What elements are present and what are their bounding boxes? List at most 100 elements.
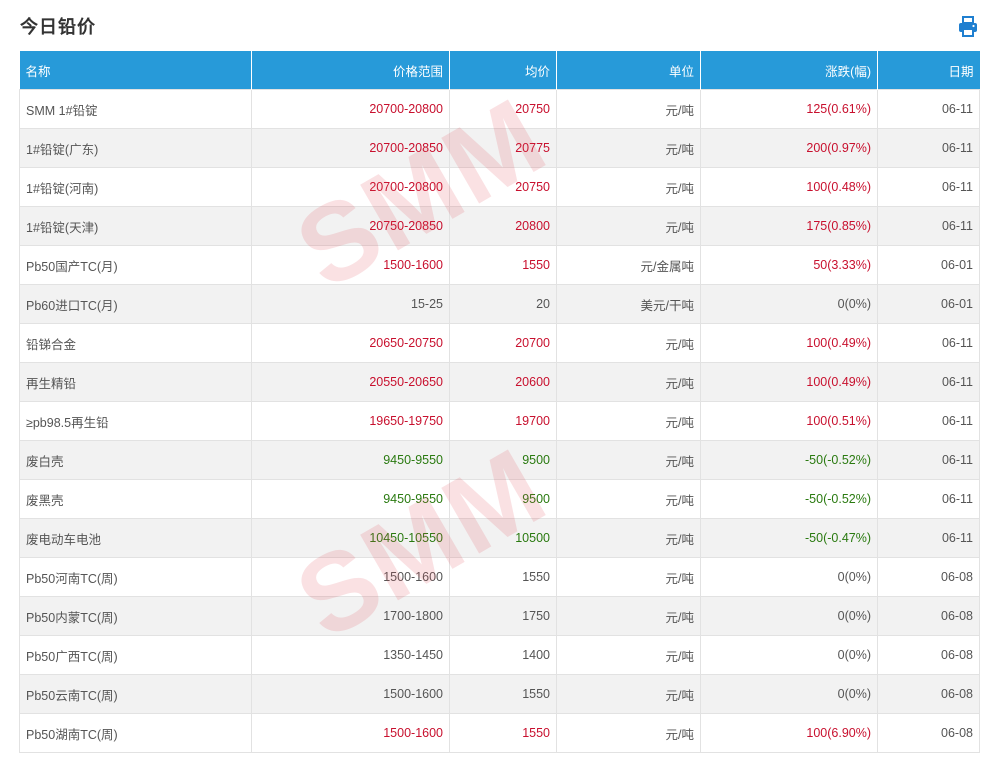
cell-unit: 元/吨 [556, 713, 701, 753]
cell-date: 06-08 [877, 674, 980, 714]
cell-average-price: 1550 [449, 713, 557, 753]
cell-date: 06-11 [877, 518, 980, 558]
cell-price-range: 20700-20800 [251, 167, 450, 207]
cell-change: 0(0%) [700, 635, 878, 675]
cell-name: Pb50国产TC(月) [19, 245, 252, 285]
cell-price-range: 9450-9550 [251, 479, 450, 519]
cell-date: 06-08 [877, 596, 980, 636]
cell-name: Pb60进口TC(月) [19, 284, 252, 324]
table-header: 名称 价格范围 均价 单位 涨跌(幅) 日期 [19, 51, 980, 90]
cell-date: 06-11 [877, 206, 980, 246]
cell-name: 1#铅锭(河南) [19, 167, 252, 207]
cell-price-range: 20550-20650 [251, 362, 450, 402]
table-row: 1#铅锭(河南) 20700-20800 20750 元/吨 100(0.48%) 06-… [19, 167, 980, 207]
cell-date: 06-11 [877, 89, 980, 129]
cell-price-range: 1500-1600 [251, 713, 450, 753]
table-row: 铅锑合金 20650-20750 20700 元/吨 100(0.49%) 06-11 [19, 323, 980, 363]
cell-change: 50(3.33%) [700, 245, 878, 285]
cell-date: 06-11 [877, 479, 980, 519]
cell-average-price: 1550 [449, 245, 557, 285]
cell-unit: 元/吨 [556, 89, 701, 129]
cell-name: 废黑壳 [19, 479, 252, 519]
cell-change: 100(0.51%) [700, 401, 878, 441]
cell-price-range: 1350-1450 [251, 635, 450, 675]
cell-change: 100(6.90%) [700, 713, 878, 753]
cell-unit: 元/吨 [556, 635, 701, 675]
cell-price-range: 1500-1600 [251, 245, 450, 285]
table-row: 1#铅锭(天津) 20750-20850 20800 元/吨 175(0.85%) 06-… [19, 206, 980, 246]
cell-date: 06-11 [877, 401, 980, 441]
cell-name: Pb50内蒙TC(周) [19, 596, 252, 636]
table-row: 废白壳 9450-9550 9500 元/吨 -50(-0.52%) 06-11 [19, 440, 980, 480]
col-header-name: 名称 [19, 51, 252, 90]
cell-unit: 元/吨 [556, 518, 701, 558]
cell-name: Pb50湖南TC(周) [19, 713, 252, 753]
cell-unit: 元/吨 [556, 440, 701, 480]
cell-change: -50(-0.52%) [700, 479, 878, 519]
lead-price-table: 名称 价格范围 均价 单位 涨跌(幅) 日期 SMM 1#铅锭 20700-208… [19, 51, 980, 753]
cell-unit: 元/吨 [556, 479, 701, 519]
cell-name: Pb50广西TC(周) [19, 635, 252, 675]
table-body: SMM 1#铅锭 20700-20800 20750 元/吨 125(0.61%) 06-… [19, 89, 980, 753]
cell-date: 06-11 [877, 440, 980, 480]
cell-average-price: 9500 [449, 479, 557, 519]
cell-price-range: 1700-1800 [251, 596, 450, 636]
cell-price-range: 19650-19750 [251, 401, 450, 441]
cell-date: 06-01 [877, 284, 980, 324]
page-header: 今日铅价 [20, 14, 980, 42]
cell-date: 06-11 [877, 323, 980, 363]
cell-date: 06-08 [877, 635, 980, 675]
printer-icon[interactable] [958, 16, 978, 38]
cell-average-price: 20750 [449, 167, 557, 207]
cell-unit: 元/吨 [556, 323, 701, 363]
cell-name: Pb50云南TC(周) [19, 674, 252, 714]
cell-name: SMM 1#铅锭 [19, 89, 252, 129]
cell-unit: 元/吨 [556, 557, 701, 597]
table-row: ≥pb98.5再生铅 19650-19750 19700 元/吨 100(0.51%) 0… [19, 401, 980, 441]
cell-change: 100(0.49%) [700, 362, 878, 402]
cell-unit: 元/吨 [556, 674, 701, 714]
cell-price-range: 1500-1600 [251, 557, 450, 597]
cell-average-price: 1550 [449, 557, 557, 597]
cell-change: -50(-0.52%) [700, 440, 878, 480]
table-row: Pb60进口TC(月) 15-25 20 美元/干吨 0(0%) 06-01 [19, 284, 980, 324]
cell-change: -50(-0.47%) [700, 518, 878, 558]
cell-date: 06-08 [877, 557, 980, 597]
cell-average-price: 20 [449, 284, 557, 324]
table-row: 再生精铅 20550-20650 20600 元/吨 100(0.49%) 06-11 [19, 362, 980, 402]
cell-change: 100(0.49%) [700, 323, 878, 363]
cell-name: ≥pb98.5再生铅 [19, 401, 252, 441]
cell-unit: 元/吨 [556, 128, 701, 168]
cell-change: 125(0.61%) [700, 89, 878, 129]
table-row: Pb50广西TC(周) 1350-1450 1400 元/吨 0(0%) 06-08 [19, 635, 980, 675]
cell-change: 175(0.85%) [700, 206, 878, 246]
table-row: 废黑壳 9450-9550 9500 元/吨 -50(-0.52%) 06-11 [19, 479, 980, 519]
col-header-avg: 均价 [449, 51, 557, 90]
table-row: SMM 1#铅锭 20700-20800 20750 元/吨 125(0.61%) 06-… [19, 89, 980, 129]
cell-date: 06-01 [877, 245, 980, 285]
cell-date: 06-11 [877, 362, 980, 402]
cell-average-price: 20600 [449, 362, 557, 402]
cell-price-range: 10450-10550 [251, 518, 450, 558]
cell-average-price: 9500 [449, 440, 557, 480]
cell-price-range: 9450-9550 [251, 440, 450, 480]
cell-name: 废电动车电池 [19, 518, 252, 558]
cell-unit: 元/吨 [556, 401, 701, 441]
col-header-change: 涨跌(幅) [700, 51, 878, 90]
cell-unit: 元/金属吨 [556, 245, 701, 285]
page-title: 今日铅价 [20, 17, 96, 37]
col-header-date: 日期 [877, 51, 980, 90]
table-row: Pb50湖南TC(周) 1500-1600 1550 元/吨 100(6.90%) 06-… [19, 713, 980, 753]
cell-price-range: 15-25 [251, 284, 450, 324]
cell-unit: 元/吨 [556, 362, 701, 402]
cell-average-price: 19700 [449, 401, 557, 441]
col-header-unit: 单位 [556, 51, 701, 90]
table-row: 1#铅锭(广东) 20700-20850 20775 元/吨 200(0.97%) 06-… [19, 128, 980, 168]
cell-change: 0(0%) [700, 557, 878, 597]
cell-name: 再生精铅 [19, 362, 252, 402]
table-row: 废电动车电池 10450-10550 10500 元/吨 -50(-0.47%) 06-1… [19, 518, 980, 558]
col-header-range: 价格范围 [251, 51, 450, 90]
cell-price-range: 20650-20750 [251, 323, 450, 363]
table-row: Pb50云南TC(周) 1500-1600 1550 元/吨 0(0%) 06-08 [19, 674, 980, 714]
cell-name: 1#铅锭(广东) [19, 128, 252, 168]
